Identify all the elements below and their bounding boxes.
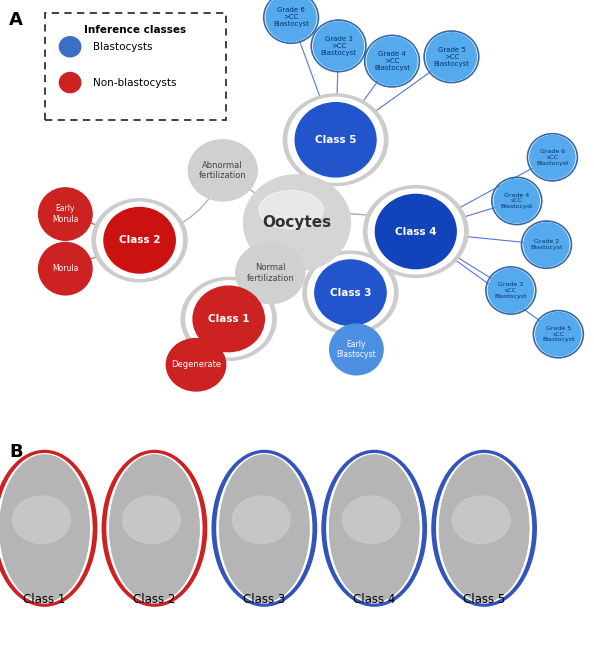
Ellipse shape <box>122 496 181 544</box>
Text: Grade 4
sCC
Blastocyst: Grade 4 sCC Blastocyst <box>501 192 533 209</box>
Text: Grade 6
sCC
Blastocyst: Grade 6 sCC Blastocyst <box>536 149 568 166</box>
Text: Class 1: Class 1 <box>208 314 249 324</box>
Ellipse shape <box>364 186 468 277</box>
Text: Early
Morula: Early Morula <box>52 204 78 224</box>
Text: Class 2: Class 2 <box>119 235 160 245</box>
Ellipse shape <box>488 269 533 312</box>
Ellipse shape <box>92 199 187 282</box>
Ellipse shape <box>244 175 350 271</box>
FancyBboxPatch shape <box>45 13 226 120</box>
Ellipse shape <box>259 190 323 229</box>
Ellipse shape <box>211 450 317 607</box>
Ellipse shape <box>431 450 537 607</box>
Ellipse shape <box>452 496 510 544</box>
Ellipse shape <box>181 277 276 361</box>
Ellipse shape <box>0 455 89 601</box>
Text: Grade 2
Blastocyst: Grade 2 Blastocyst <box>530 239 563 250</box>
Text: Blastocysts: Blastocysts <box>93 42 152 52</box>
Text: Grade 5
sCC
Blastocyst: Grade 5 sCC Blastocyst <box>542 326 574 342</box>
Ellipse shape <box>235 499 288 540</box>
Ellipse shape <box>220 455 309 601</box>
Text: Grade 4
>CC
Blastocyst: Grade 4 >CC Blastocyst <box>374 51 410 71</box>
Text: Class 4: Class 4 <box>353 593 396 606</box>
Ellipse shape <box>232 496 290 544</box>
Ellipse shape <box>59 37 81 57</box>
Ellipse shape <box>330 324 383 375</box>
Ellipse shape <box>440 455 529 601</box>
Text: A: A <box>9 11 23 29</box>
Ellipse shape <box>330 455 419 601</box>
Ellipse shape <box>193 286 264 351</box>
Ellipse shape <box>288 97 383 182</box>
Ellipse shape <box>330 455 419 601</box>
Ellipse shape <box>216 453 312 604</box>
Text: Class 5: Class 5 <box>315 135 356 145</box>
Ellipse shape <box>326 453 422 604</box>
Ellipse shape <box>375 194 456 269</box>
Text: Class 4: Class 4 <box>395 226 437 237</box>
Ellipse shape <box>15 499 68 540</box>
Ellipse shape <box>308 255 393 331</box>
Ellipse shape <box>236 243 305 304</box>
Ellipse shape <box>342 496 400 544</box>
Ellipse shape <box>188 140 257 201</box>
Text: Class 2: Class 2 <box>133 593 176 606</box>
Text: Class 1: Class 1 <box>23 593 66 606</box>
Ellipse shape <box>524 223 569 267</box>
Text: B: B <box>9 443 23 462</box>
Ellipse shape <box>220 455 309 601</box>
Ellipse shape <box>166 338 226 391</box>
Ellipse shape <box>97 202 182 278</box>
Ellipse shape <box>0 455 89 601</box>
Ellipse shape <box>186 281 271 357</box>
Ellipse shape <box>110 455 199 601</box>
Ellipse shape <box>321 450 427 607</box>
Text: Inference classes: Inference classes <box>84 25 186 35</box>
Text: Degenerate: Degenerate <box>171 361 221 369</box>
Text: Non-blastocysts: Non-blastocysts <box>93 78 176 87</box>
Text: Class 5: Class 5 <box>463 593 505 606</box>
Ellipse shape <box>494 179 539 223</box>
Ellipse shape <box>345 499 398 540</box>
Ellipse shape <box>0 450 97 607</box>
Text: Normal
fertilization: Normal fertilization <box>247 263 294 283</box>
Ellipse shape <box>12 496 71 544</box>
Ellipse shape <box>0 453 93 604</box>
Text: Class 3: Class 3 <box>330 288 371 298</box>
Ellipse shape <box>367 37 417 85</box>
Ellipse shape <box>454 499 508 540</box>
Ellipse shape <box>426 33 476 81</box>
Text: Abnormal
fertilization: Abnormal fertilization <box>199 160 247 180</box>
Text: Early
Blastocyst: Early Blastocyst <box>337 340 376 359</box>
Ellipse shape <box>368 189 463 274</box>
Text: Grade 5
>CC
Blastocyst: Grade 5 >CC Blastocyst <box>434 47 469 67</box>
Ellipse shape <box>283 94 388 186</box>
Ellipse shape <box>440 455 529 601</box>
Text: Oocytes: Oocytes <box>263 215 331 230</box>
Ellipse shape <box>530 136 575 179</box>
Ellipse shape <box>295 102 376 177</box>
Ellipse shape <box>110 455 199 601</box>
Ellipse shape <box>266 0 316 42</box>
Ellipse shape <box>303 251 398 334</box>
Ellipse shape <box>106 453 203 604</box>
Text: Grade 6
>CC
Blastocyst: Grade 6 >CC Blastocyst <box>273 7 309 27</box>
Ellipse shape <box>104 207 175 273</box>
Text: Morula: Morula <box>52 264 78 273</box>
Ellipse shape <box>315 260 386 325</box>
Ellipse shape <box>125 499 178 540</box>
Ellipse shape <box>436 453 532 604</box>
Text: Class 3: Class 3 <box>243 593 286 606</box>
Ellipse shape <box>314 22 364 70</box>
Ellipse shape <box>102 450 207 607</box>
Ellipse shape <box>59 72 81 93</box>
Ellipse shape <box>39 243 92 295</box>
Ellipse shape <box>39 188 92 240</box>
Text: Grade 3
sCC
Blastocyst: Grade 3 sCC Blastocyst <box>495 282 527 299</box>
Ellipse shape <box>536 312 581 356</box>
Text: Grade 3
>CC
Blastocyst: Grade 3 >CC Blastocyst <box>321 36 356 56</box>
